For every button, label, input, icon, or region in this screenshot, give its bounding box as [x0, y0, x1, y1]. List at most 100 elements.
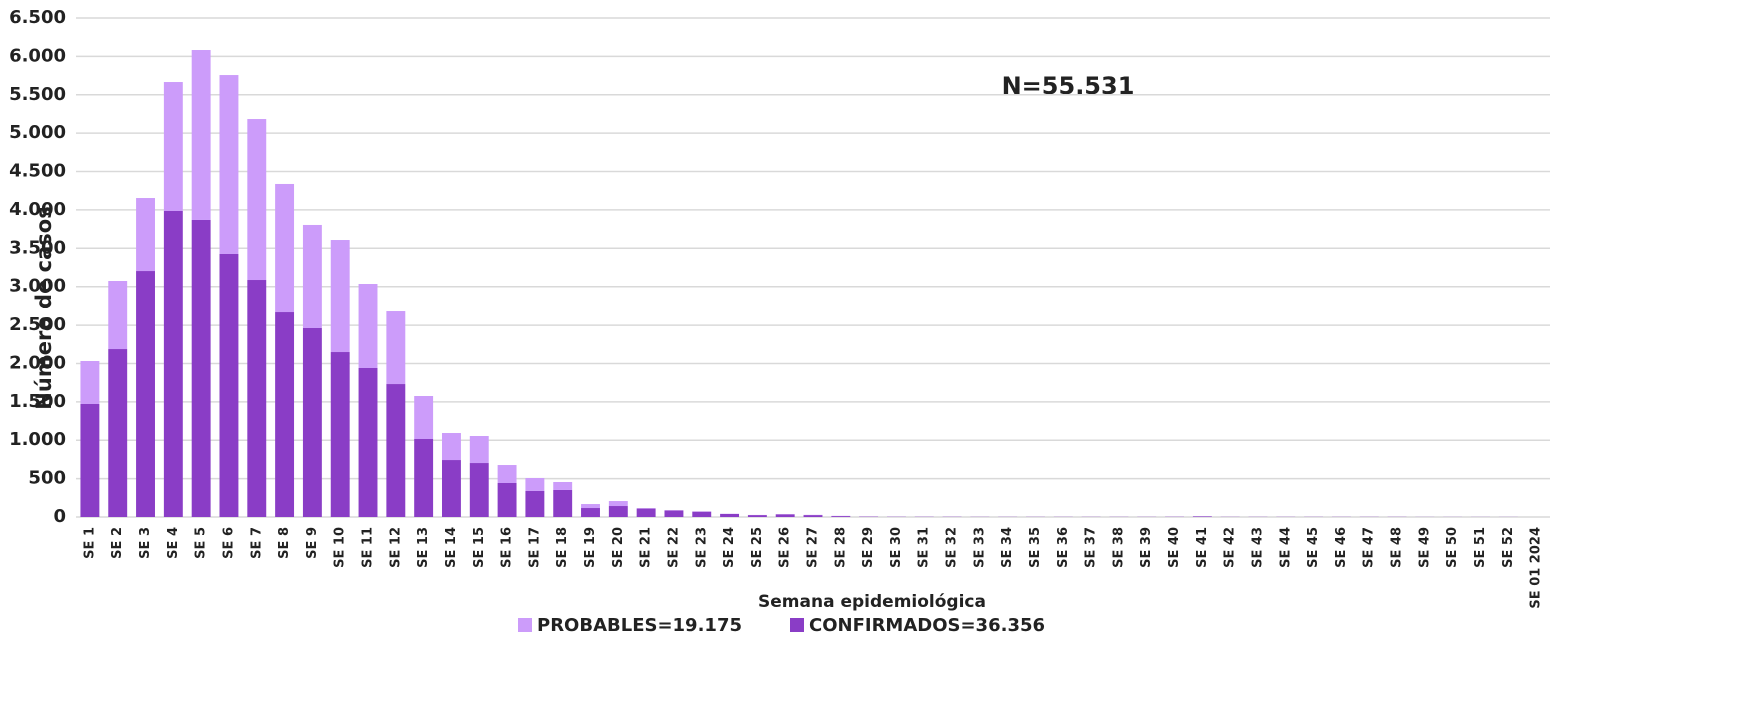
annotation: N=55.531 — [1002, 72, 1135, 100]
bar-segment — [108, 281, 128, 350]
x-tick-label: SE 20 — [611, 527, 626, 568]
bar-segment — [330, 352, 350, 517]
bar-segment — [497, 482, 517, 517]
bar-segment — [553, 489, 573, 517]
bar-segment — [720, 513, 740, 517]
x-tick-label: SE 42 — [1223, 527, 1238, 568]
y-tick-label: 2.500 — [9, 314, 66, 335]
x-tick-label: SE 13 — [416, 527, 431, 568]
bar-segment — [692, 511, 712, 517]
bar-segment — [247, 119, 267, 281]
y-tick-label: 0 — [53, 506, 66, 527]
bar-segment — [247, 280, 267, 517]
bar-segment — [191, 219, 211, 517]
y-tick-label: 4.000 — [9, 199, 66, 220]
x-tick-label: SE 4 — [166, 527, 181, 559]
bar-segment — [469, 463, 489, 517]
x-tick-label: SE 38 — [1111, 527, 1126, 568]
bar-segment — [525, 478, 545, 491]
x-tick-label: SE 9 — [305, 527, 320, 559]
bar-segment — [775, 514, 795, 517]
bar-segment — [386, 311, 406, 385]
x-tick-label: SE 44 — [1278, 527, 1293, 568]
bar-segment — [219, 253, 239, 517]
bar-segment — [803, 515, 823, 517]
bar-segment — [163, 210, 183, 517]
bar-segment — [358, 284, 378, 368]
x-tick-label: SE 24 — [722, 527, 737, 568]
legend-label: PROBABLES=19.175 — [537, 615, 742, 636]
legend-swatch — [518, 618, 532, 632]
x-tick-label: SE 14 — [444, 527, 459, 568]
x-tick-label: SE 12 — [388, 527, 403, 568]
x-tick-label: SE 52 — [1501, 527, 1516, 568]
x-tick-label: SE 30 — [889, 527, 904, 568]
x-tick-label: SE 43 — [1250, 527, 1265, 568]
y-tick-label: 3.500 — [9, 237, 66, 258]
bar-segment — [581, 508, 600, 517]
x-tick-label: SE 28 — [833, 527, 848, 568]
x-tick-label: SE 45 — [1306, 527, 1321, 568]
x-tick-label: SE 10 — [333, 527, 348, 568]
x-axis-label: Semana epidemiológica — [758, 592, 986, 612]
x-tick-label: SE 51 — [1473, 527, 1488, 568]
x-tick-label: SE 34 — [1000, 527, 1015, 568]
x-tick-label: SE 39 — [1139, 527, 1154, 568]
bar-segment — [525, 490, 545, 517]
x-tick-label: SE 3 — [138, 527, 153, 559]
x-tick-label: SE 17 — [527, 527, 542, 568]
x-tick-label: SE 46 — [1334, 527, 1349, 568]
bar-segment — [80, 403, 100, 517]
y-tick-label: 5.000 — [9, 122, 66, 143]
bar-segment — [80, 361, 100, 404]
bar-segment — [219, 75, 239, 254]
x-tick-label: SE 2 — [110, 527, 125, 559]
x-tick-label: SE 29 — [861, 527, 876, 568]
bar-segment — [581, 504, 600, 509]
x-tick-label: SE 36 — [1056, 527, 1071, 568]
x-tick-label: SE 5 — [194, 527, 209, 559]
bar-segment — [302, 224, 322, 328]
bar-segment — [497, 465, 517, 483]
x-tick-label: SE 49 — [1417, 527, 1432, 568]
bar-segment — [608, 506, 628, 517]
bar-segment — [136, 271, 155, 517]
x-tick-label: SE 35 — [1028, 527, 1043, 568]
bar-segment — [608, 501, 628, 507]
x-tick-label: SE 21 — [639, 527, 654, 568]
x-tick-label: SE 18 — [555, 527, 570, 568]
y-tick-label: 2.000 — [9, 352, 66, 373]
y-tick-label: 5.500 — [9, 84, 66, 105]
x-tick-label: SE 19 — [583, 527, 598, 568]
x-tick-label: SE 1 — [82, 527, 97, 559]
bar-segment — [441, 460, 461, 517]
bar-segment — [1192, 516, 1212, 517]
x-tick-label: SE 47 — [1362, 527, 1377, 568]
x-tick-label: SE 48 — [1390, 527, 1405, 568]
x-tick-label: SE 31 — [917, 527, 932, 568]
y-tick-label: 1.000 — [9, 429, 66, 450]
bar-segment — [386, 384, 406, 517]
x-tick-label: SE 32 — [945, 527, 960, 568]
bar-segment — [664, 510, 684, 517]
x-tick-label: SE 25 — [750, 527, 765, 568]
y-tick-label: 1.500 — [9, 391, 66, 412]
bar-segment — [747, 515, 767, 517]
x-tick-label: SE 01 2024 — [1529, 527, 1544, 609]
y-tick-label: 4.500 — [9, 161, 66, 182]
bar-segment — [469, 436, 489, 464]
x-tick-label: SE 15 — [472, 527, 487, 568]
x-tick-label: SE 50 — [1445, 527, 1460, 568]
x-tick-label: SE 27 — [806, 527, 821, 568]
bar-segment — [275, 312, 295, 517]
bar-segment — [275, 183, 295, 313]
bar-segment — [136, 198, 155, 272]
x-tick-label: SE 7 — [249, 527, 264, 559]
x-tick-label: SE 33 — [972, 527, 987, 568]
x-tick-label: SE 16 — [500, 527, 515, 568]
bar-segment — [831, 516, 851, 517]
x-tick-label: SE 40 — [1167, 527, 1182, 568]
x-tick-label: SE 8 — [277, 527, 292, 559]
bar-segment — [302, 327, 322, 517]
